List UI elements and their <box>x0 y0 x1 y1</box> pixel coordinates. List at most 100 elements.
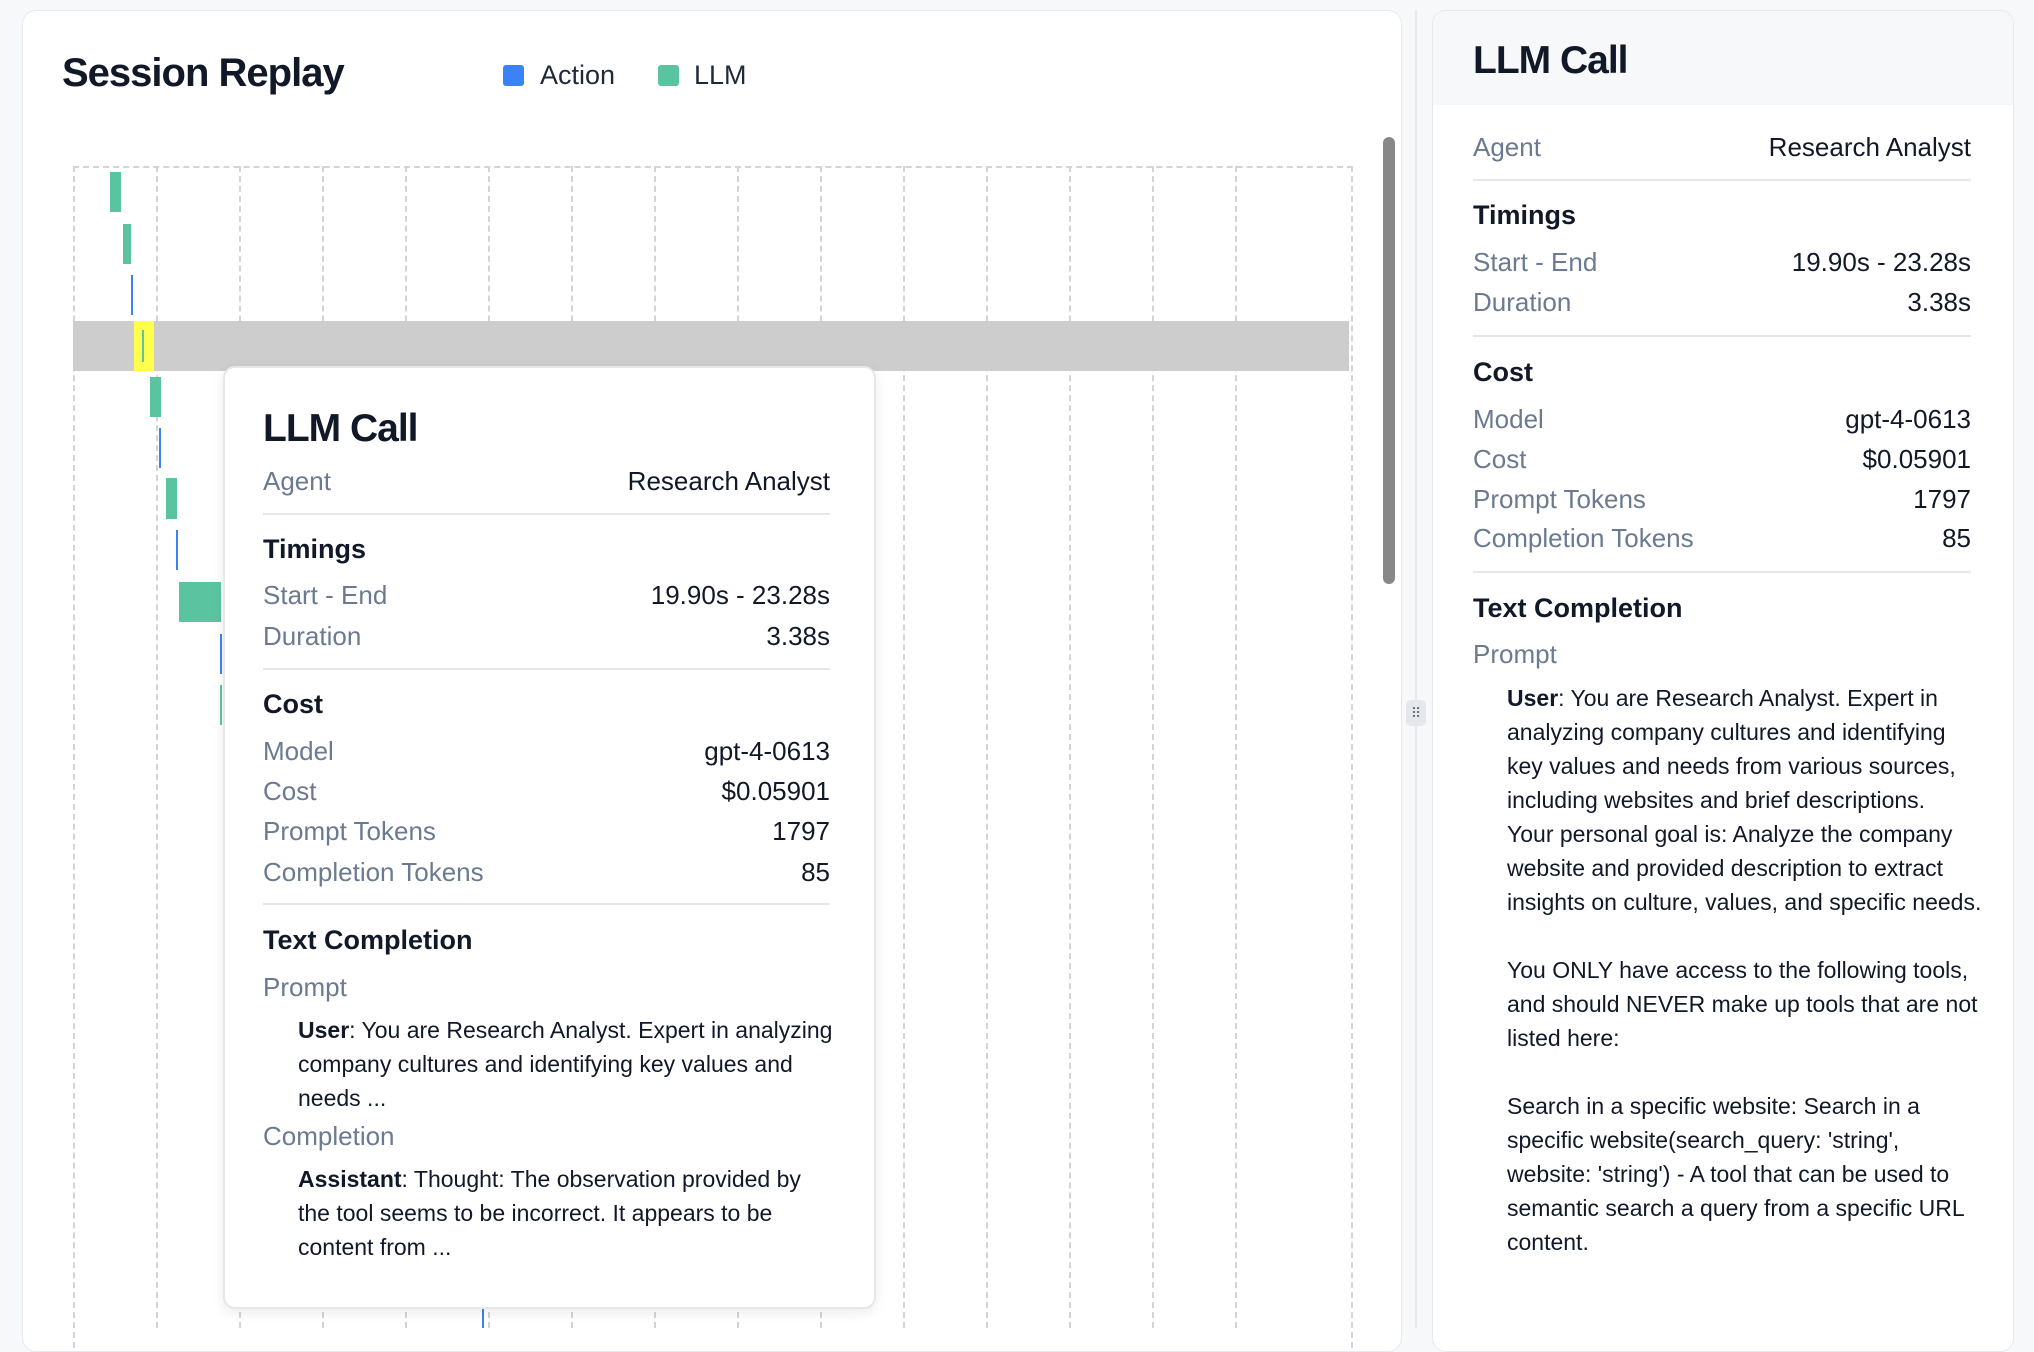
timeline-gridline <box>1152 166 1154 1328</box>
detail-agent-row: Agent Research Analyst <box>1473 127 1971 167</box>
duration-row: Duration 3.38s <box>263 616 830 656</box>
timeline-bar-llm[interactable] <box>150 377 161 417</box>
prompt-tokens-value: 1797 <box>772 816 830 846</box>
agent-value: Research Analyst <box>627 466 830 496</box>
detail-header <box>1433 11 2013 105</box>
model-label: Model <box>263 736 334 766</box>
user-role: User <box>1507 685 1559 711</box>
agent-label: Agent <box>263 466 331 496</box>
start-end-value: 19.90s - 23.28s <box>650 580 830 610</box>
timeline-gridline <box>903 166 905 1328</box>
cost-label: Cost <box>1473 444 1527 474</box>
start-end-label: Start - End <box>263 580 388 610</box>
prompt-tokens-label: Prompt Tokens <box>263 816 436 846</box>
timeline-bar-action[interactable] <box>159 428 161 468</box>
cost-value: $0.05901 <box>1862 444 1971 474</box>
divider <box>263 668 830 670</box>
model-row: Model gpt-4-0613 <box>263 731 830 771</box>
timeline-bar-llm[interactable] <box>110 172 121 212</box>
cost-row: Cost $0.05901 <box>1473 439 1971 479</box>
start-end-label: Start - End <box>1473 247 1598 277</box>
completion-tokens-row: Completion Tokens 85 <box>1473 518 1971 558</box>
start-end-value: 19.90s - 23.28s <box>1791 247 1971 277</box>
prompt-label: Prompt <box>263 972 347 1002</box>
timeline-gridline <box>1235 166 1237 1328</box>
timeline-bar-llm[interactable] <box>166 478 177 519</box>
timeline-scrollbar[interactable] <box>1383 137 1395 584</box>
duration-row: Duration 3.38s <box>1473 282 1971 322</box>
completion-tokens-value: 85 <box>1942 523 1971 553</box>
prompt-label: Prompt <box>1473 639 1557 669</box>
divider <box>1473 179 1971 181</box>
model-label: Model <box>1473 404 1544 434</box>
completion-preview-text: : Thought: The observation provided by t… <box>298 1166 801 1260</box>
session-replay-title: Session Replay <box>62 51 345 95</box>
divider <box>1473 335 1971 337</box>
prompt-tokens-value: 1797 <box>1913 484 1971 514</box>
cost-heading: Cost <box>263 689 323 719</box>
detail-title: LLM Call <box>1473 39 1628 82</box>
duration-label: Duration <box>263 621 362 651</box>
timeline-gridline <box>986 166 988 1328</box>
duration-value: 3.38s <box>1907 287 1971 317</box>
duration-value: 3.38s <box>766 621 830 651</box>
timeline-bar-llm[interactable] <box>179 582 221 622</box>
completion-tokens-value: 85 <box>801 857 830 887</box>
prompt-full-content: : You are Research Analyst. Expert in an… <box>1507 685 1982 1255</box>
timeline-selected-highlight[interactable] <box>134 321 154 371</box>
completion-label: Completion <box>263 1121 395 1151</box>
timeline-row-selected[interactable] <box>73 321 1349 371</box>
prompt-preview-text: : You are Research Analyst. Expert in an… <box>298 1017 833 1111</box>
assistant-role: Assistant <box>298 1166 402 1192</box>
model-value: gpt-4-0613 <box>1845 404 1971 434</box>
start-end-row: Start - End 19.90s - 23.28s <box>1473 242 1971 282</box>
timeline-bar-llm[interactable] <box>220 685 222 725</box>
prompt-preview: User: You are Research Analyst. Expert i… <box>298 1013 838 1115</box>
prompt-tokens-row: Prompt Tokens 1797 <box>263 811 830 851</box>
timeline-bar-llm-selected[interactable] <box>142 330 144 362</box>
drag-handle-icon[interactable]: ⠿ <box>1406 700 1426 726</box>
text-completion-heading: Text Completion <box>263 925 473 955</box>
text-completion-heading: Text Completion <box>1473 593 1683 623</box>
legend-llm-label: LLM <box>694 60 747 90</box>
agent-value: Research Analyst <box>1768 132 1971 162</box>
timeline-gridline <box>156 166 158 1328</box>
legend-llm-swatch <box>658 65 679 86</box>
timeline-bar-action[interactable] <box>131 275 133 315</box>
duration-label: Duration <box>1473 287 1572 317</box>
panel-divider[interactable] <box>1415 10 1417 1328</box>
timeline-bar-llm[interactable] <box>123 224 131 264</box>
prompt-full-text[interactable]: User: You are Research Analyst. Expert i… <box>1507 681 1982 1259</box>
prompt-tokens-row: Prompt Tokens 1797 <box>1473 479 1971 519</box>
timeline-bar-action[interactable] <box>482 1307 484 1328</box>
completion-preview: Assistant: Thought: The observation prov… <box>298 1162 838 1264</box>
completion-tokens-label: Completion Tokens <box>263 857 484 887</box>
user-role: User <box>298 1017 350 1043</box>
timings-heading: Timings <box>263 534 367 564</box>
cost-label: Cost <box>263 776 317 806</box>
legend-action-label: Action <box>540 60 616 90</box>
llm-call-detail-panel <box>1432 10 2014 1352</box>
tooltip-agent-row: Agent Research Analyst <box>263 461 830 501</box>
prompt-tokens-label: Prompt Tokens <box>1473 484 1646 514</box>
timeline-gridline <box>1069 166 1071 1328</box>
cost-value: $0.05901 <box>721 776 830 806</box>
divider <box>263 903 830 905</box>
start-end-row: Start - End 19.90s - 23.28s <box>263 575 830 615</box>
completion-tokens-label: Completion Tokens <box>1473 523 1694 553</box>
llm-call-tooltip <box>223 366 876 1309</box>
agent-label: Agent <box>1473 132 1541 162</box>
tooltip-title: LLM Call <box>263 407 418 450</box>
timeline-bar-action[interactable] <box>220 634 222 674</box>
cost-row: Cost $0.05901 <box>263 771 830 811</box>
timeline-bar-action[interactable] <box>176 530 178 570</box>
completion-tokens-row: Completion Tokens 85 <box>263 852 830 892</box>
model-value: gpt-4-0613 <box>704 736 830 766</box>
divider <box>1473 571 1971 573</box>
divider <box>263 513 830 515</box>
cost-heading: Cost <box>1473 357 1533 387</box>
legend-action-swatch <box>503 65 524 86</box>
timings-heading: Timings <box>1473 200 1577 230</box>
timeline-grid <box>73 166 1353 1348</box>
model-row: Model gpt-4-0613 <box>1473 399 1971 439</box>
